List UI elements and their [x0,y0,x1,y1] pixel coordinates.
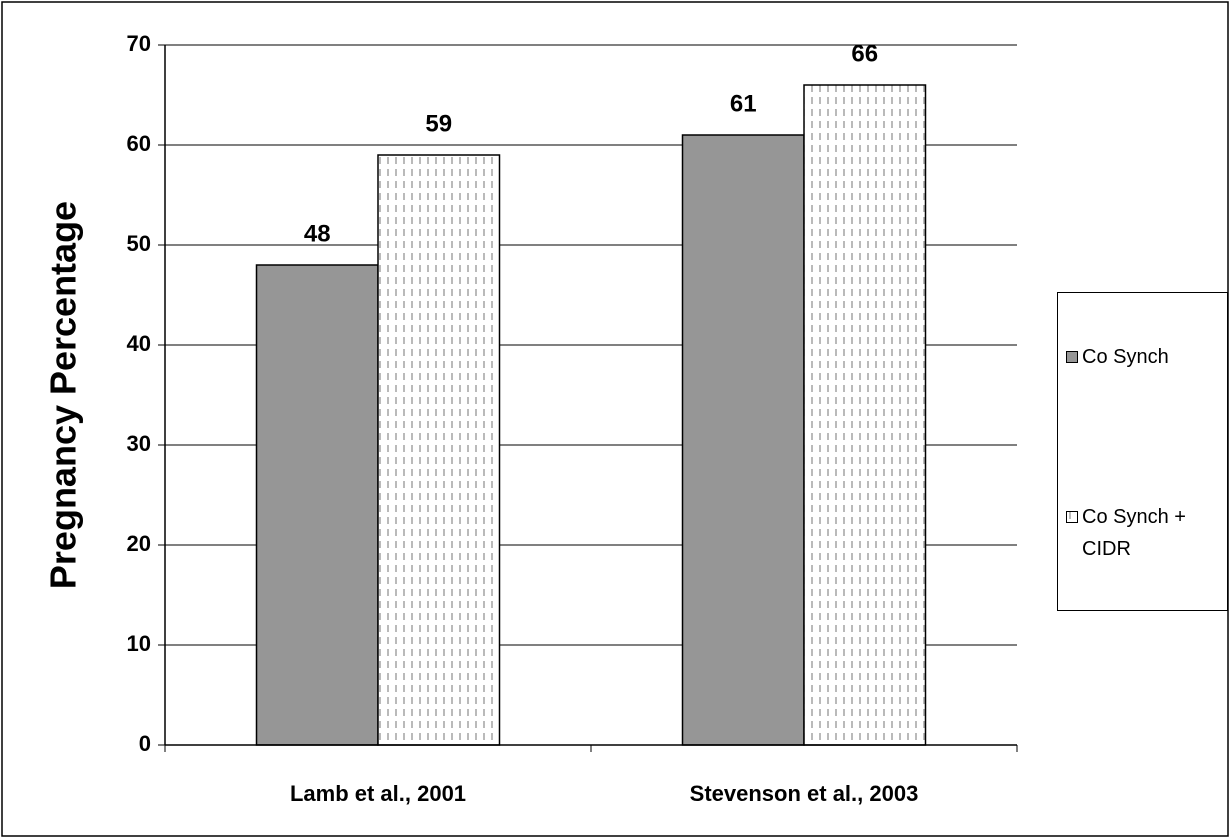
y-tick-label: 20 [127,531,151,556]
legend-swatch [1066,511,1078,523]
y-tick-label: 40 [127,331,151,356]
y-tick-label: 50 [127,231,151,256]
y-axis-title: Pregnancy Percentage [43,201,84,589]
y-tick-label: 0 [139,731,151,756]
x-tick-label: Lamb et al., 2001 [290,781,466,806]
y-tick-label: 60 [127,131,151,156]
legend-swatch-rect [1066,511,1078,523]
y-tick-label: 70 [127,31,151,56]
bar [255,264,379,746]
y-tick-label: 30 [127,431,151,456]
bar [377,154,501,746]
bar [681,134,805,746]
legend-swatch [1066,351,1078,363]
value-label: 59 [425,110,452,137]
value-label: 66 [851,40,878,67]
legend-entry: Co Synch + CIDR [1066,501,1226,565]
legend: Co Synch Co Synch + CIDR [1057,292,1228,611]
x-tick-label: Stevenson et al., 2003 [690,781,919,806]
legend-swatch-rect [1066,351,1078,363]
value-label: 61 [730,90,757,117]
y-tick-label: 10 [127,631,151,656]
legend-label: Co Synch [1082,346,1169,368]
bar [803,84,927,746]
value-label: 48 [304,220,331,247]
legend-label: Co Synch + CIDR [1082,506,1186,560]
legend-entry: Co Synch [1066,341,1226,373]
